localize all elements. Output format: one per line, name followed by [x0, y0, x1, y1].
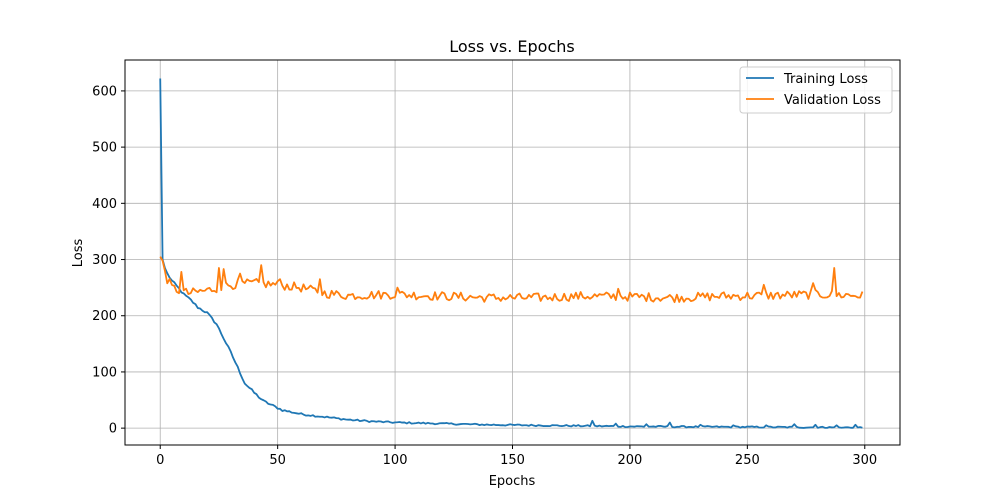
y-tick-label: 300 — [92, 253, 117, 268]
x-axis-title: Epochs — [489, 474, 536, 489]
x-tick-label: 100 — [383, 453, 408, 468]
y-tick-label: 400 — [92, 197, 117, 212]
y-tick-label: 500 — [92, 141, 117, 156]
grid-lines — [125, 60, 900, 445]
chart-title: Loss vs. Epochs — [449, 37, 574, 56]
x-tick-label: 300 — [852, 453, 877, 468]
legend-label-training: Training Loss — [783, 72, 868, 87]
x-tick-label: 0 — [156, 453, 164, 468]
x-tick-label: 50 — [269, 453, 286, 468]
x-tick-label: 200 — [618, 453, 643, 468]
legend-label-validation: Validation Loss — [784, 93, 881, 108]
y-tick-label: 0 — [109, 422, 117, 437]
legend-box — [739, 66, 893, 114]
x-axis-ticks: 0 50 100 150 200 250 300 — [156, 445, 877, 468]
y-tick-label: 200 — [92, 309, 117, 324]
legend: Training Loss Validation Loss — [739, 66, 893, 114]
y-tick-label: 600 — [92, 84, 117, 99]
y-tick-label: 100 — [92, 365, 117, 380]
series-lines — [159, 78, 864, 429]
x-tick-label: 150 — [500, 453, 525, 468]
x-tick-label: 250 — [735, 453, 760, 468]
y-axis-title: Loss — [71, 239, 86, 268]
y-axis-ticks: 0 100 200 300 400 500 600 — [92, 84, 125, 437]
validation-loss-line — [159, 256, 864, 304]
training-loss-line — [159, 78, 863, 429]
